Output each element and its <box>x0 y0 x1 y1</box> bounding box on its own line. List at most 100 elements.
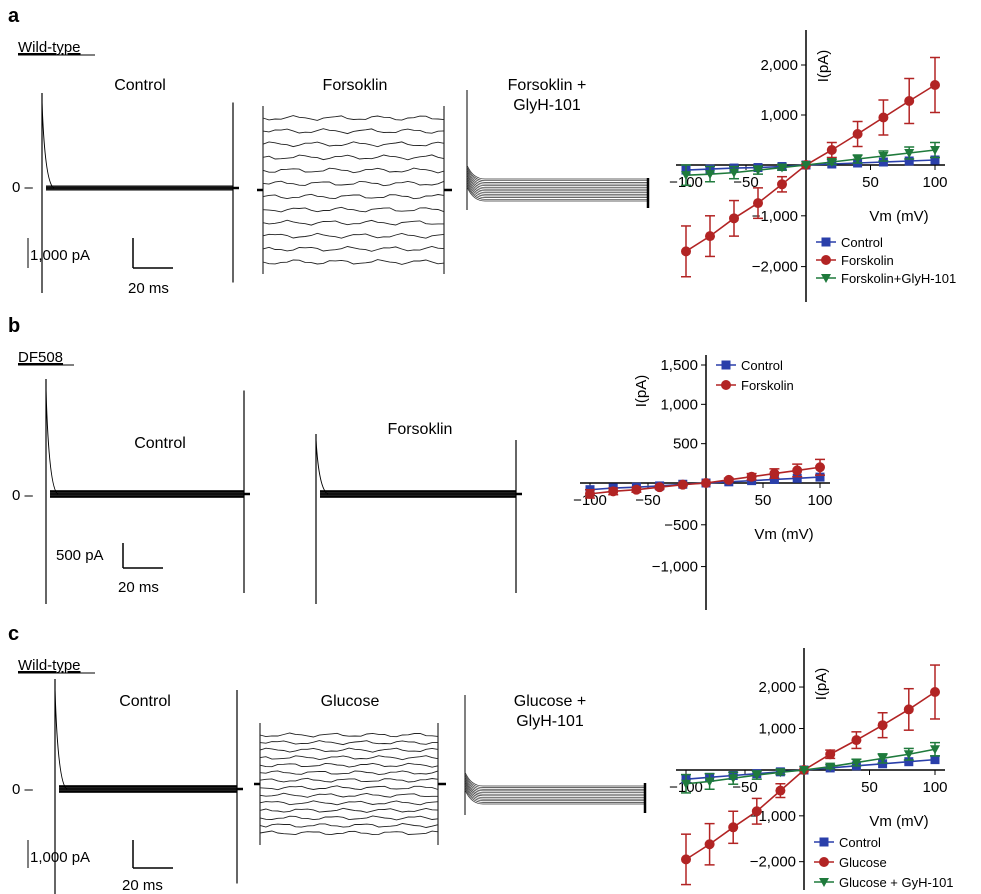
data-point <box>775 768 786 778</box>
x-axis-label: Vm (mV) <box>869 208 928 225</box>
x-tick-label: 50 <box>861 779 878 796</box>
legend-entry: Forskolin+GlyH-101 <box>816 271 956 286</box>
y-tick-label: −1,000 <box>652 559 698 576</box>
data-point <box>677 479 688 490</box>
data-point <box>930 755 940 765</box>
scale-bar: 500 pA 20 ms <box>56 543 163 596</box>
y-tick-label: −500 <box>664 517 698 534</box>
data-point <box>903 704 914 715</box>
data-point <box>654 482 665 493</box>
legend-label: Forskolin <box>841 253 894 268</box>
data-point <box>826 145 837 155</box>
trace-set <box>466 90 650 210</box>
legend-entry: Glucose + GyH-101 <box>814 875 954 890</box>
trace-title: Forsoklin <box>323 77 388 94</box>
data-point <box>704 839 715 850</box>
legend-label: Forskolin+GlyH-101 <box>841 271 956 286</box>
legend-label: Glucose + GyH-101 <box>839 875 954 890</box>
legend-entry: Control <box>814 835 881 850</box>
legend-label: Control <box>741 358 783 373</box>
data-point <box>819 878 829 887</box>
y-tick-label: 500 <box>673 436 698 453</box>
trace-set <box>464 695 647 815</box>
x-axis-label: Vm (mV) <box>754 526 813 543</box>
series-triangle <box>681 741 940 794</box>
data-point <box>792 465 803 476</box>
scale-time-label: 20 ms <box>128 280 169 297</box>
data-point <box>877 754 888 764</box>
data-point <box>930 745 940 755</box>
x-tick-label: 50 <box>755 492 772 509</box>
data-point <box>819 857 829 867</box>
data-point <box>729 168 739 178</box>
data-point <box>852 155 863 164</box>
data-point <box>815 462 825 473</box>
x-tick-label: −50 <box>733 174 758 191</box>
data-point <box>851 735 862 746</box>
panel-b-label: b <box>8 315 20 337</box>
data-point <box>769 474 779 484</box>
legend-entry: Glucose <box>814 855 887 870</box>
data-point <box>904 96 915 106</box>
data-point <box>821 237 831 247</box>
y-axis-label: I(pA) <box>813 668 830 701</box>
x-tick-label: 100 <box>922 174 947 191</box>
data-point <box>878 759 888 769</box>
legend-label: Glucose <box>839 855 887 870</box>
trace-title: Control <box>119 693 171 710</box>
data-point <box>777 163 787 173</box>
data-point <box>815 472 825 482</box>
data-point <box>852 129 863 139</box>
trace-set <box>45 379 250 604</box>
data-point <box>585 488 595 499</box>
trace-set <box>257 106 452 274</box>
trace-title: Glucose + <box>514 693 586 710</box>
scale-time-label: 20 ms <box>118 579 159 596</box>
scale-current-label: 1,000 pA <box>30 247 90 264</box>
series-triangle <box>681 141 940 187</box>
y-tick-label: 1,500 <box>660 357 698 374</box>
scale-bar: 1,000 pA 20 ms <box>27 238 173 297</box>
x-axis-label: Vm (mV) <box>869 813 928 830</box>
x-tick-label: 100 <box>807 492 832 509</box>
data-point <box>801 161 811 170</box>
data-point <box>751 771 762 781</box>
x-tick-label: 50 <box>862 174 879 191</box>
data-point <box>930 155 940 165</box>
scale-current-label: 500 pA <box>56 547 104 564</box>
x-tick-label: −50 <box>635 492 660 509</box>
data-point <box>681 779 691 789</box>
panel-a-label: a <box>8 5 20 27</box>
y-tick-label: −2,000 <box>752 259 798 276</box>
y-tick-label: 1,000 <box>758 721 796 738</box>
scale-time-label: 20 ms <box>122 877 163 894</box>
data-point <box>775 785 786 796</box>
data-point <box>681 246 691 257</box>
data-point <box>903 750 914 760</box>
x-tick-label: 100 <box>922 779 947 796</box>
y-tick-label: −1,000 <box>752 208 798 225</box>
trace-set <box>254 723 446 845</box>
data-point <box>878 112 889 123</box>
data-point <box>701 478 711 488</box>
data-point <box>878 152 889 161</box>
data-point <box>799 766 809 775</box>
legend-entry: Control <box>716 358 783 373</box>
legend-entry: Control <box>816 235 883 250</box>
current-traces <box>41 90 650 894</box>
trace-title: Control <box>114 77 166 94</box>
data-point <box>851 758 862 768</box>
zero-current-label: 0 – <box>12 179 34 196</box>
data-point <box>792 473 802 483</box>
trace-title: Forsoklin <box>388 421 453 438</box>
data-point <box>878 157 888 167</box>
iv-chart-b: −100 −50 50 100 1,500 1,000 500 −500 −1,000 Vm (m… <box>573 355 833 610</box>
data-point <box>728 822 739 833</box>
series-circle <box>681 664 940 886</box>
trace-set <box>41 93 239 293</box>
data-point <box>751 806 762 817</box>
data-point <box>631 484 642 495</box>
